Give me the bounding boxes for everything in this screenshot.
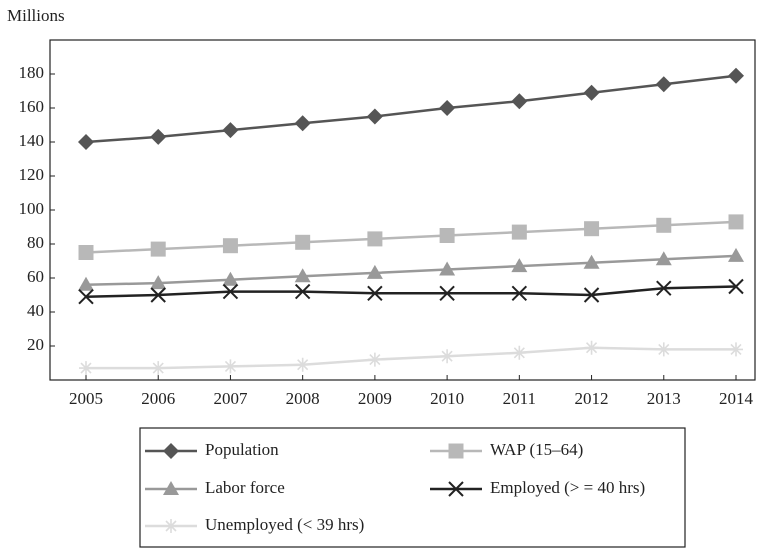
marker [150, 128, 167, 145]
marker [78, 276, 94, 291]
y-tick-label: 60 [27, 267, 44, 286]
y-tick-label: 160 [19, 97, 45, 116]
marker [78, 134, 94, 150]
marker [584, 340, 599, 355]
marker [78, 288, 94, 305]
series-line [85, 285, 737, 298]
x-tick-label: 2007 [213, 389, 248, 408]
marker [295, 234, 311, 250]
legend-label: WAP (15–64) [490, 440, 583, 459]
marker [512, 345, 527, 360]
marker [448, 481, 464, 497]
marker [511, 93, 528, 110]
marker [511, 224, 527, 240]
marker [150, 241, 166, 257]
marker [223, 359, 238, 374]
marker [729, 342, 743, 357]
marker [728, 278, 744, 295]
x-tick-label: 2009 [358, 389, 392, 408]
x-tick-label: 2005 [69, 389, 103, 408]
series-line [85, 74, 737, 144]
marker [222, 238, 238, 254]
plot-frame [49, 39, 756, 381]
y-tick-label: 100 [19, 199, 45, 218]
marker [367, 285, 383, 302]
marker [295, 357, 310, 372]
marker [367, 352, 382, 367]
marker [728, 247, 744, 262]
marker [728, 67, 744, 84]
marker [294, 268, 311, 283]
marker [366, 264, 383, 279]
marker [439, 228, 455, 243]
x-tick-label: 2008 [286, 389, 320, 408]
marker [655, 76, 672, 93]
marker [440, 349, 455, 364]
marker [366, 108, 383, 125]
legend-label: Unemployed (< 39 hrs) [205, 515, 364, 534]
series-line [86, 346, 736, 370]
x-tick-label: 2006 [141, 389, 175, 408]
marker [583, 84, 600, 101]
legend-box [139, 427, 686, 548]
marker [164, 519, 178, 533]
y-axis-label: Millions [7, 6, 65, 25]
marker [222, 271, 239, 286]
x-tick-label: 2011 [503, 389, 536, 408]
marker [163, 443, 179, 459]
x-tick-label: 2013 [647, 389, 681, 408]
marker [439, 285, 455, 302]
marker [439, 100, 456, 116]
y-tick-label: 140 [19, 131, 45, 150]
marker [511, 258, 528, 273]
marker [367, 231, 383, 247]
marker [656, 280, 672, 296]
marker [511, 285, 528, 302]
legend-label: Labor force [205, 478, 285, 497]
y-tick-label: 120 [19, 165, 45, 184]
y-tick-label: 20 [27, 335, 44, 354]
marker [584, 221, 600, 237]
marker [222, 122, 239, 139]
marker [656, 217, 672, 233]
marker [294, 115, 311, 132]
marker [583, 287, 600, 303]
marker [656, 342, 671, 357]
marker [79, 361, 93, 376]
legend-label: Population [205, 440, 279, 459]
series-line [85, 254, 737, 287]
marker [655, 251, 672, 266]
marker [583, 254, 600, 269]
marker [222, 283, 239, 300]
marker [78, 245, 94, 260]
x-tick-label: 2012 [575, 389, 609, 408]
series-line [85, 220, 737, 254]
y-tick-label: 80 [27, 233, 44, 252]
marker [294, 283, 311, 300]
legend-label: Employed (> = 40 hrs) [490, 478, 645, 497]
marker [439, 261, 456, 276]
marker [448, 443, 464, 459]
marker [151, 361, 166, 376]
marker [163, 481, 179, 495]
y-tick-label: 40 [27, 301, 44, 320]
marker [728, 214, 744, 230]
x-tick-label: 2014 [719, 389, 754, 408]
marker [150, 287, 166, 303]
marker [150, 275, 167, 290]
y-tick-label: 180 [19, 63, 45, 82]
x-tick-label: 2010 [430, 389, 464, 408]
